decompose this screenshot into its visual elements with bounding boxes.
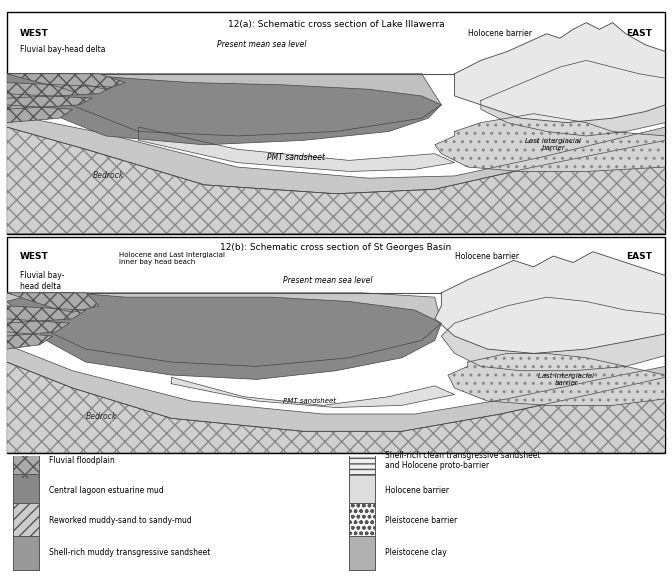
Polygon shape bbox=[7, 74, 442, 136]
Text: Shell-rich muddy transgressive sandsheet: Shell-rich muddy transgressive sandsheet bbox=[49, 548, 210, 557]
Bar bbox=[349, 503, 375, 537]
Text: PMT sandsheet: PMT sandsheet bbox=[283, 398, 336, 404]
Polygon shape bbox=[7, 74, 125, 92]
Bar bbox=[349, 474, 375, 508]
Polygon shape bbox=[7, 362, 665, 453]
Text: Reworked muddy-sand to sandy-mud: Reworked muddy-sand to sandy-mud bbox=[49, 516, 192, 524]
Polygon shape bbox=[7, 332, 53, 349]
Text: Fluvial floodplain: Fluvial floodplain bbox=[49, 456, 115, 465]
Text: 12(a): Schematic cross section of Lake Illawerra: 12(a): Schematic cross section of Lake I… bbox=[228, 20, 444, 29]
Text: Last interglacial
barrier: Last interglacial barrier bbox=[526, 138, 581, 151]
Polygon shape bbox=[7, 105, 73, 122]
Polygon shape bbox=[454, 23, 665, 122]
Polygon shape bbox=[7, 93, 92, 109]
Bar bbox=[13, 536, 39, 569]
Polygon shape bbox=[7, 74, 442, 145]
Text: Bedrock: Bedrock bbox=[86, 411, 117, 421]
Bar bbox=[13, 444, 39, 478]
Text: Pleistocene barrier: Pleistocene barrier bbox=[385, 516, 458, 524]
Bar bbox=[13, 474, 39, 508]
Text: Fluvial bay-head delta: Fluvial bay-head delta bbox=[20, 45, 106, 54]
Polygon shape bbox=[435, 114, 665, 171]
Polygon shape bbox=[7, 293, 442, 366]
Text: Present mean sea level: Present mean sea level bbox=[218, 40, 307, 50]
Bar bbox=[349, 536, 375, 569]
Text: Fluvial bay-
head delta: Fluvial bay- head delta bbox=[20, 271, 65, 291]
Text: Present mean sea level: Present mean sea level bbox=[284, 276, 373, 284]
Text: EAST: EAST bbox=[626, 29, 652, 38]
Bar bbox=[13, 444, 39, 478]
Text: Last interglacial
barrier: Last interglacial barrier bbox=[538, 373, 595, 386]
Polygon shape bbox=[7, 83, 112, 98]
Text: Holocene barrier: Holocene barrier bbox=[385, 486, 449, 496]
Polygon shape bbox=[7, 293, 99, 312]
Polygon shape bbox=[7, 127, 665, 234]
Bar bbox=[349, 503, 375, 537]
Bar bbox=[349, 444, 375, 478]
Text: Holocene barrier: Holocene barrier bbox=[454, 252, 519, 261]
Text: EAST: EAST bbox=[626, 252, 652, 261]
Polygon shape bbox=[435, 252, 665, 353]
Text: PMT sandsheet: PMT sandsheet bbox=[267, 152, 325, 162]
Text: WEST: WEST bbox=[20, 252, 48, 261]
Polygon shape bbox=[7, 114, 665, 194]
Polygon shape bbox=[481, 61, 665, 136]
Bar bbox=[349, 444, 375, 478]
Polygon shape bbox=[171, 377, 454, 407]
Bar bbox=[13, 503, 39, 537]
Text: WEST: WEST bbox=[20, 29, 48, 38]
Bar bbox=[13, 503, 39, 537]
Polygon shape bbox=[7, 319, 69, 336]
Polygon shape bbox=[448, 353, 665, 405]
Text: Holocene and Last Interglacial
Inner bay head beach: Holocene and Last Interglacial Inner bay… bbox=[119, 252, 224, 265]
Polygon shape bbox=[442, 297, 665, 371]
Text: Pleistocene clay: Pleistocene clay bbox=[385, 548, 447, 557]
Polygon shape bbox=[138, 127, 454, 171]
Polygon shape bbox=[7, 345, 665, 432]
Polygon shape bbox=[7, 293, 442, 380]
Text: 12(b): Schematic cross section of St Georges Basin: 12(b): Schematic cross section of St Geo… bbox=[220, 243, 452, 252]
Text: Central lagoon estuarine mud: Central lagoon estuarine mud bbox=[49, 486, 164, 496]
Text: Bedrock: Bedrock bbox=[92, 171, 124, 181]
Polygon shape bbox=[7, 306, 86, 323]
Text: Shell-rich clean transgressive sandsheet
and Holocene proto-barrier: Shell-rich clean transgressive sandsheet… bbox=[385, 451, 540, 470]
Text: Holocene barrier: Holocene barrier bbox=[468, 29, 532, 38]
